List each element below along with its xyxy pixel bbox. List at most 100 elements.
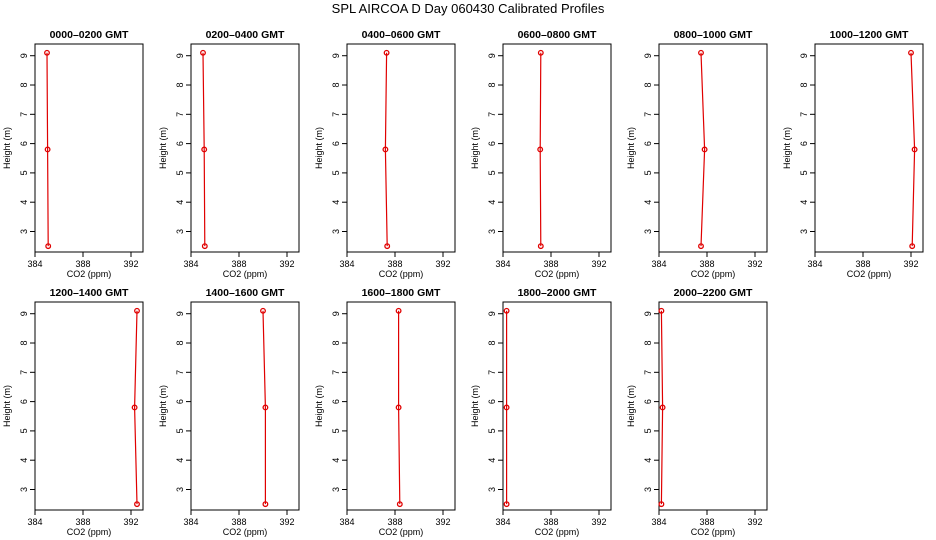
data-point — [262, 501, 269, 508]
data-point — [503, 501, 510, 508]
x-tick-label: 384 — [27, 517, 42, 527]
x-tick-label: 388 — [231, 517, 246, 527]
panel-title: 1600–1800 GMT — [362, 287, 441, 299]
x-tick-label: 388 — [855, 259, 870, 269]
x-tick-label: 392 — [747, 259, 762, 269]
y-tick-label: 5 — [487, 170, 497, 175]
panel-title: 1400–1600 GMT — [206, 287, 285, 299]
x-tick-label: 384 — [651, 259, 666, 269]
data-point — [658, 501, 665, 508]
y-tick-label: 4 — [175, 200, 185, 205]
profile-line — [384, 52, 388, 247]
y-tick-label: 8 — [487, 341, 497, 346]
y-tick-label: 8 — [643, 341, 653, 346]
y-tick-label: 6 — [175, 141, 185, 146]
data-point — [537, 146, 544, 153]
plot-frame — [34, 43, 144, 253]
y-tick-label: 3 — [487, 229, 497, 234]
y-tick-label: 5 — [643, 170, 653, 175]
y-tick-label: 7 — [331, 370, 341, 375]
y-tick-label: 4 — [643, 200, 653, 205]
y-tick-label: 7 — [643, 370, 653, 375]
panel-title: 0400–0600 GMT — [362, 29, 441, 41]
data-point — [396, 501, 403, 508]
panel-title: 0000–0200 GMT — [50, 29, 129, 41]
y-tick-label: 8 — [643, 83, 653, 88]
x-tick-label: 384 — [339, 517, 354, 527]
y-tick-label: 9 — [175, 53, 185, 58]
data-point — [911, 146, 918, 153]
x-tick-label: 388 — [387, 259, 402, 269]
y-tick-label: 7 — [19, 370, 29, 375]
x-tick-label: 392 — [123, 517, 138, 527]
x-tick-label: 384 — [27, 259, 42, 269]
y-tick-label: 6 — [331, 399, 341, 404]
x-tick-label: 384 — [183, 259, 198, 269]
y-tick-label: 8 — [175, 341, 185, 346]
data-point — [503, 404, 510, 411]
x-tick-label: 392 — [279, 259, 294, 269]
panel-4: 0600–0800 GMT 384 388 392 CO2 (ppm) 3 4 5 6 7 8 9 He… — [470, 29, 612, 279]
y-tick-label: 9 — [19, 311, 29, 316]
data-point — [503, 307, 510, 314]
y-tick-label: 3 — [643, 487, 653, 492]
data-point — [131, 404, 138, 411]
y-tick-label: 4 — [643, 458, 653, 463]
y-tick-label: 8 — [19, 341, 29, 346]
x-axis-label: CO2 (ppm) — [379, 527, 424, 537]
y-axis-label: Height (m) — [782, 127, 792, 169]
y-axis-label: Height (m) — [470, 385, 480, 427]
y-axis-label: Height (m) — [626, 127, 636, 169]
data-point — [382, 146, 389, 153]
data-point — [44, 146, 51, 153]
y-tick-label: 9 — [487, 53, 497, 58]
panel-title: 0800–1000 GMT — [674, 29, 753, 41]
x-tick-label: 388 — [75, 517, 90, 527]
y-axis-label: Height (m) — [158, 385, 168, 427]
y-tick-label: 3 — [19, 487, 29, 492]
data-point — [201, 243, 208, 250]
x-axis-label: CO2 (ppm) — [379, 269, 424, 279]
x-tick-label: 384 — [807, 259, 822, 269]
y-tick-label: 4 — [487, 458, 497, 463]
plot-frame — [814, 43, 924, 253]
plot-frame — [658, 43, 768, 253]
x-tick-label: 388 — [699, 259, 714, 269]
y-tick-label: 7 — [175, 370, 185, 375]
x-tick-label: 388 — [543, 517, 558, 527]
y-tick-label: 9 — [643, 311, 653, 316]
x-tick-label: 384 — [339, 259, 354, 269]
y-tick-label: 8 — [175, 83, 185, 88]
profile-line — [133, 310, 138, 505]
data-point — [698, 243, 704, 250]
data-point — [44, 49, 50, 56]
x-axis-label: CO2 (ppm) — [535, 269, 580, 279]
y-tick-label: 7 — [175, 112, 185, 117]
x-tick-label: 392 — [591, 259, 606, 269]
panel-11: 2000–2200 GMT 384 388 392 CO2 (ppm) 3 4 5 6 7 8 9 He… — [626, 287, 768, 537]
x-tick-label: 392 — [123, 259, 138, 269]
y-tick-label: 3 — [487, 487, 497, 492]
x-tick-label: 392 — [435, 259, 450, 269]
y-tick-label: 3 — [175, 229, 185, 234]
y-tick-label: 5 — [331, 428, 341, 433]
plot-frame — [502, 43, 612, 253]
y-tick-label: 5 — [799, 170, 809, 175]
x-axis-label: CO2 (ppm) — [535, 527, 580, 537]
y-tick-label: 4 — [331, 458, 341, 463]
data-point — [262, 404, 269, 411]
y-tick-label: 8 — [331, 341, 341, 346]
panel-title: 1800–2000 GMT — [518, 287, 597, 299]
panel-7: 1200–1400 GMT 384 388 392 CO2 (ppm) 3 4 5 6 7 8 9 He… — [2, 287, 144, 537]
x-tick-label: 384 — [495, 259, 510, 269]
data-point — [134, 307, 140, 314]
profile-line — [660, 310, 664, 505]
y-tick-label: 5 — [175, 428, 185, 433]
y-tick-label: 9 — [643, 53, 653, 58]
x-tick-label: 392 — [747, 517, 762, 527]
y-axis-label: Height (m) — [470, 127, 480, 169]
y-tick-label: 6 — [487, 141, 497, 146]
data-point — [134, 501, 140, 508]
x-axis-label: CO2 (ppm) — [691, 269, 736, 279]
x-tick-label: 388 — [543, 259, 558, 269]
